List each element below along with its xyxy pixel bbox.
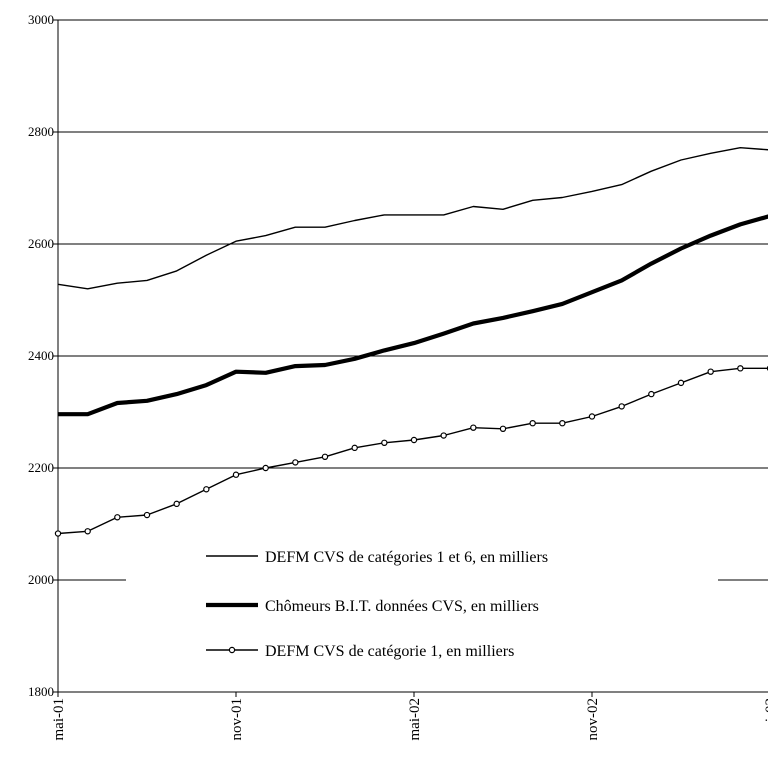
legend: DEFM CVS de catégories 1 et 6, en millie… [126,535,718,675]
y-tick-label: 2400 [28,348,54,363]
data-point [173,500,180,508]
data-point [114,514,121,521]
data-point [381,439,388,446]
data-point [292,459,299,466]
series-line-1 [57,146,768,290]
data-point [618,403,625,410]
data-point [262,464,269,472]
data-point [588,413,596,420]
x-tick-label: mai-02 [407,698,423,741]
data-point [529,420,536,427]
x-axis-ticks: mai-01nov-01mai-02nov-02mai-03nov-03mai-… [51,692,768,741]
data-point [54,530,62,537]
data-point [232,471,240,478]
legend-label-1: DEFM CVS de catégories 1 et 6, en millie… [265,549,548,566]
series-group [54,146,768,537]
data-point [559,420,566,427]
legend-marker [228,646,236,654]
legend-label-2: Chômeurs B.I.T. données CVS, en milliers [265,598,539,615]
data-point [499,425,507,432]
y-tick-label: 2000 [28,572,54,587]
y-axis-ticks: 1800 2000 2200 2400 2600 2800 3000 [28,12,58,699]
y-tick-label: 2600 [28,236,54,251]
data-point [321,453,329,460]
legend-label-3: DEFM CVS de catégorie 1, en milliers [265,643,514,660]
data-point [203,486,210,493]
series-line-2 [58,214,768,417]
data-point [648,390,655,398]
data-point [143,511,151,519]
data-point [707,368,714,375]
data-point [84,528,91,535]
data-point [677,379,685,387]
data-point [440,432,447,439]
data-point [737,365,744,372]
x-tick-label: mai-03 [763,698,768,741]
y-tick-label: 1800 [28,684,54,699]
data-point [410,436,418,444]
y-tick-label: 3000 [28,12,54,27]
x-tick-label: nov-01 [229,698,245,741]
series-line-3 [57,367,768,535]
y-tick-label: 2200 [28,460,54,475]
x-tick-label: nov-02 [585,698,601,741]
data-point [470,424,477,431]
y-tick-label: 2800 [28,124,54,139]
x-tick-label: mai-01 [51,698,67,741]
grid-lines [58,19,768,581]
data-point [351,444,358,452]
